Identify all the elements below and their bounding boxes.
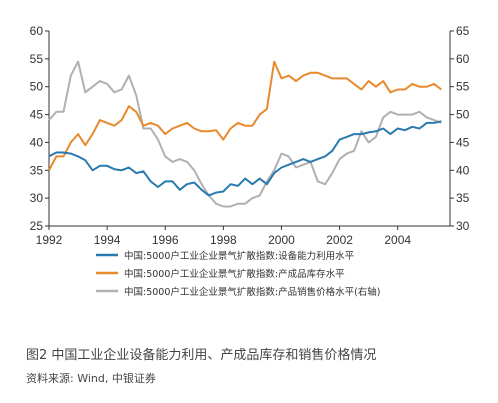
- y-right-tick-label: 65: [456, 24, 470, 38]
- y-left-tick-label: 35: [30, 163, 44, 177]
- x-tick-label: 2002: [326, 233, 353, 247]
- y-right-tick-label: 50: [456, 108, 470, 122]
- y-left-tick-label: 50: [30, 80, 44, 94]
- series-line-1: [48, 60, 442, 171]
- x-tick-label: 1994: [94, 233, 121, 247]
- figure-caption: 图2 中国工业企业设备能力利用、产成品库存和销售价格情况: [26, 348, 377, 363]
- x-tick-label: 1996: [152, 233, 179, 247]
- line-chart: 1992 1994 1996 1998 2000 2002 2004 25 30 35 40 45 50…: [30, 24, 470, 298]
- y-right-tick-label: 35: [456, 191, 470, 205]
- series-line-2: [48, 60, 442, 208]
- y-left-tick-label: 25: [30, 219, 44, 233]
- chart-axes: 1992 1994 1996 1998 2000 2002 2004 25 30 35 40 45 50…: [30, 24, 470, 247]
- y-right-tick-label: 45: [456, 135, 470, 149]
- y-right-tick-label: 55: [456, 80, 470, 94]
- y-right-tick-label: 30: [456, 219, 470, 233]
- y-left-tick-label: 30: [30, 191, 44, 205]
- y-right-tick-label: 40: [456, 163, 470, 177]
- x-tick-label: 1998: [210, 233, 237, 247]
- x-tick-label: 2000: [268, 233, 295, 247]
- legend-label-1: 中国:5000户工业企业景气扩散指数:产成品库存水平: [124, 268, 345, 280]
- y-left-tick-label: 55: [30, 52, 44, 66]
- x-tick-label: 2004: [384, 233, 411, 247]
- series-line-0: [48, 120, 442, 197]
- y-left-tick-label: 45: [30, 108, 44, 122]
- legend: 中国:5000户工业企业景气扩散指数:设备能力利用水平中国:5000户工业企业景…: [96, 250, 381, 298]
- y-left-tick-label: 60: [30, 24, 44, 38]
- x-tick-label: 1992: [36, 233, 63, 247]
- y-left-tick-label: 40: [30, 135, 44, 149]
- series-layer: [48, 60, 442, 208]
- legend-label-2: 中国:5000户工业企业景气扩散指数:产品销售价格水平(右轴): [124, 286, 381, 298]
- source-note: 资料来源: Wind, 中银证券: [26, 372, 156, 385]
- legend-label-0: 中国:5000户工业企业景气扩散指数:设备能力利用水平: [124, 250, 355, 262]
- y-right-tick-label: 60: [456, 52, 470, 66]
